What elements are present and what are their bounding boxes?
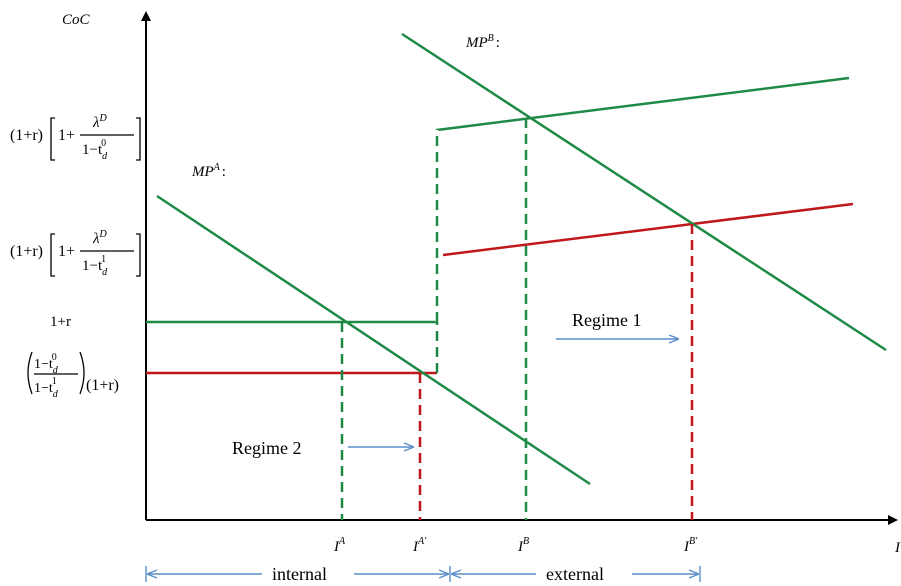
- mp-b-label: MPB:: [465, 33, 500, 51]
- svg-text:1−td0: 1−td0: [34, 352, 59, 376]
- y-label-cost-top: (1+r) 1+ λD 1−td0: [10, 113, 141, 162]
- regime-2-label: Regime 2: [232, 438, 302, 458]
- svg-text:(1+r): (1+r): [10, 243, 43, 260]
- x-axis-label: I: [894, 540, 901, 556]
- svg-text:λD: λD: [92, 229, 108, 247]
- svg-text:1+: 1+: [58, 127, 75, 144]
- y-label-ratio: 1−td0 1−td1 (1+r): [27, 351, 119, 400]
- x-tick-ia: IA: [333, 536, 346, 555]
- regime-1-label: Regime 1: [572, 310, 642, 330]
- red-upper-segment: [442, 202, 854, 257]
- svg-text:1+: 1+: [58, 243, 75, 260]
- svg-text:(1+r): (1+r): [10, 127, 43, 144]
- svg-text:1−td0: 1−td0: [82, 138, 108, 162]
- mp-a-label: MPA:: [191, 162, 226, 180]
- svg-text:λD: λD: [92, 113, 108, 131]
- y-axis-label: CoC: [62, 12, 91, 28]
- mp-a-line: [156, 194, 591, 486]
- y-label-cost-mid: (1+r) 1+ λD 1−td1: [10, 229, 141, 278]
- mp-b-line: [401, 32, 887, 352]
- svg-text:(1+r): (1+r): [86, 377, 119, 394]
- x-tick-ib: IB: [517, 536, 529, 555]
- y-label-one-plus-r: 1+r: [50, 314, 71, 330]
- x-tick-ia-prime: IA': [412, 536, 427, 555]
- svg-text:1−td1: 1−td1: [34, 376, 59, 400]
- svg-text:1−td1: 1−td1: [82, 254, 108, 278]
- x-tick-ib-prime: IB': [683, 536, 698, 555]
- green-cost-schedule: [146, 76, 850, 324]
- external-label: external: [546, 564, 604, 584]
- internal-label: internal: [272, 564, 327, 584]
